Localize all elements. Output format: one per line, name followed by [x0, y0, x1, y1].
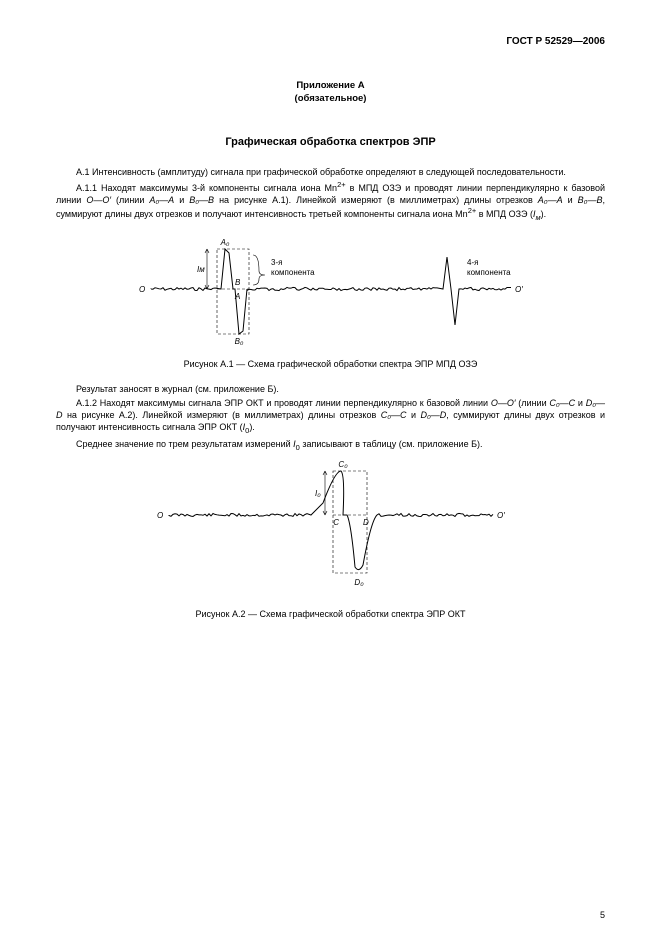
svg-text:B: B	[235, 278, 241, 287]
oo: O—O′	[86, 195, 111, 205]
svg-text:Iм: Iм	[197, 265, 205, 274]
svg-text:компонента: компонента	[467, 268, 511, 277]
t: (линии	[516, 398, 550, 408]
appendix-line2: (обязательное)	[56, 92, 605, 105]
body-text-2: Результат заносят в журнал (см. приложен…	[56, 383, 605, 453]
t: ).	[541, 209, 547, 219]
t: на рисунке А.1). Линейкой измеряют (в ми…	[214, 195, 538, 205]
t: и	[174, 195, 189, 205]
oo2: O—O′	[491, 398, 516, 408]
svg-text:O′: O′	[497, 511, 505, 520]
a0a: A₀—A	[149, 195, 174, 205]
t: Среднее значение по трем результатам изм…	[76, 439, 293, 449]
t: А.1.2 Находят максимумы сигнала ЭПР ОКТ …	[76, 398, 491, 408]
page: ГОСТ Р 52529—2006 Приложение А (обязател…	[0, 0, 661, 936]
svg-text:D₀: D₀	[354, 578, 364, 587]
figure-a1-caption: Рисунок А.1 — Схема графической обработк…	[56, 359, 605, 369]
appendix-block: Приложение А (обязательное)	[56, 79, 605, 106]
svg-text:C: C	[333, 518, 339, 527]
sup: 2+	[337, 180, 346, 189]
t: А.1.1 Находят максимумы 3-й компоненты с…	[76, 183, 337, 193]
figure-a2: O O′ C₀ C D D₀ I₀	[141, 459, 521, 599]
para-a11: А.1.1 Находят максимумы 3-й компоненты с…	[56, 180, 605, 223]
b0b2: B₀—B	[578, 195, 603, 205]
doc-header: ГОСТ Р 52529—2006	[56, 36, 605, 47]
page-number: 5	[600, 910, 605, 920]
svg-text:I₀: I₀	[315, 489, 321, 498]
t: ).	[249, 422, 255, 432]
t: и	[575, 398, 586, 408]
svg-text:D: D	[363, 518, 369, 527]
para-mean: Среднее значение по трем результатам изм…	[56, 438, 605, 453]
t: на рисунке А.2). Линейкой измеряют (в ми…	[63, 410, 381, 420]
svg-text:B₀: B₀	[234, 337, 243, 346]
svg-text:A₀: A₀	[219, 238, 229, 247]
svg-text:3-я: 3-я	[271, 258, 282, 267]
svg-text:O′: O′	[515, 285, 523, 294]
t: (линии	[111, 195, 149, 205]
t: записывают в таблицу (см. приложение Б).	[300, 439, 483, 449]
section-title: Графическая обработка спектров ЭПР	[56, 136, 605, 148]
svg-text:O: O	[139, 285, 145, 294]
para-result: Результат заносят в журнал (см. приложен…	[56, 383, 605, 395]
d0d2: D₀—D	[420, 410, 446, 420]
para-a1: А.1 Интенсивность (амплитуду) сигнала пр…	[56, 166, 605, 178]
para-a12: А.1.2 Находят максимумы сигнала ЭПР ОКТ …	[56, 397, 605, 436]
svg-text:4-я: 4-я	[467, 258, 478, 267]
a0a2: A₀—A	[538, 195, 563, 205]
svg-text:компонента: компонента	[271, 268, 315, 277]
sup: 2+	[468, 206, 477, 215]
c0c: C₀—C	[549, 398, 575, 408]
svg-text:A: A	[234, 292, 240, 301]
figure-a1: OO′A₀BAB₀Iм3-якомпонента4-якомпонента	[121, 229, 541, 349]
t: в МПД ОЗЭ (	[476, 209, 533, 219]
svg-text:C₀: C₀	[338, 460, 348, 469]
appendix-line1: Приложение А	[56, 79, 605, 92]
c0c2: C₀—C	[381, 410, 407, 420]
svg-text:O: O	[157, 511, 163, 520]
figure-a2-caption: Рисунок А.2 — Схема графической обработк…	[56, 609, 605, 619]
t: и	[563, 195, 578, 205]
body-text: А.1 Интенсивность (амплитуду) сигнала пр…	[56, 166, 605, 223]
b0b: B₀—B	[189, 195, 214, 205]
t: и	[407, 410, 421, 420]
